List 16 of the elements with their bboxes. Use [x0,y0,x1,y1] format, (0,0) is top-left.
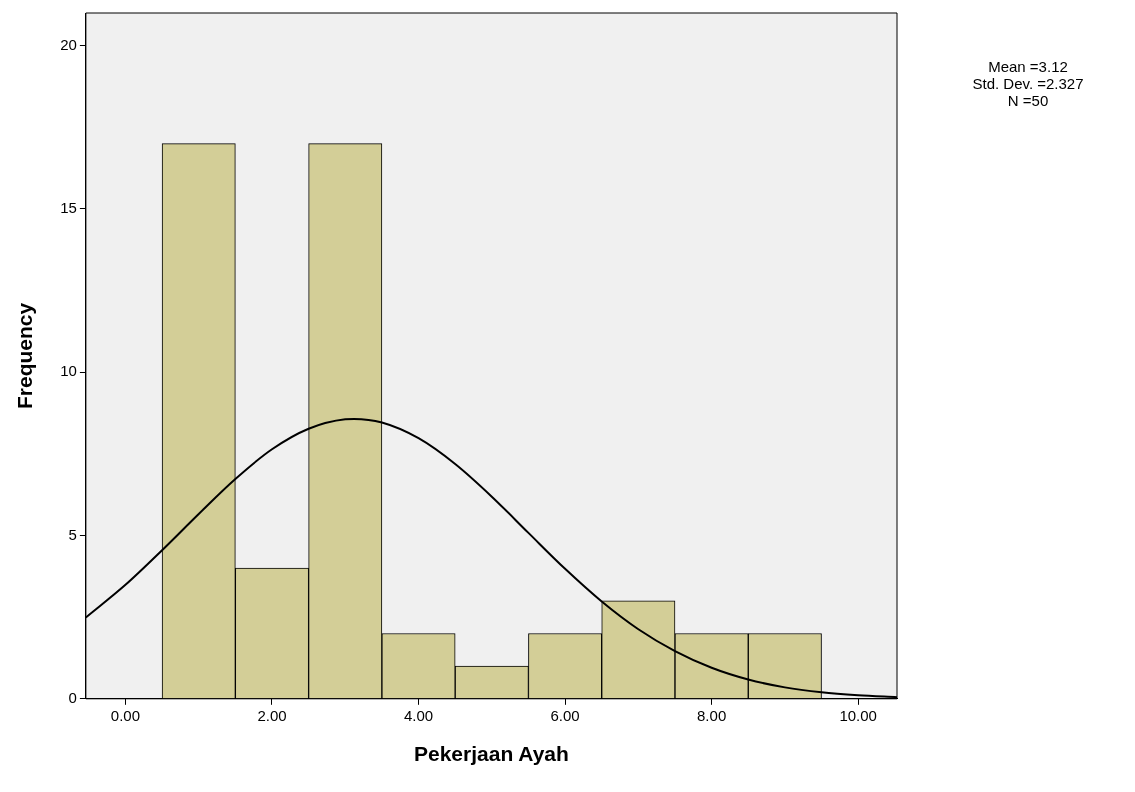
x-tick-label: 8.00 [697,706,727,724]
y-tick-label: 15 [60,199,77,217]
x-tick-label: 0.00 [110,706,141,724]
x-tick-label: 4.00 [403,706,434,724]
x-tick-label: 2.00 [257,706,287,724]
x-tick-label: 10.00 [839,706,877,724]
x-tick-label: 6.00 [550,706,580,724]
y-tick-label: 5 [68,525,77,543]
y-axis-title: Frequency [13,302,37,409]
x-axis-title: Pekerjaan Ayah [414,742,569,766]
y-tick-label: 10 [60,362,77,380]
text: Std. Dev. =2.327 [972,74,1084,92]
y-tick-label: 20 [60,35,77,53]
text: Mean =3.12 [988,57,1068,75]
y-tick-label: 0 [68,688,77,706]
text: N =50 [1007,91,1049,109]
